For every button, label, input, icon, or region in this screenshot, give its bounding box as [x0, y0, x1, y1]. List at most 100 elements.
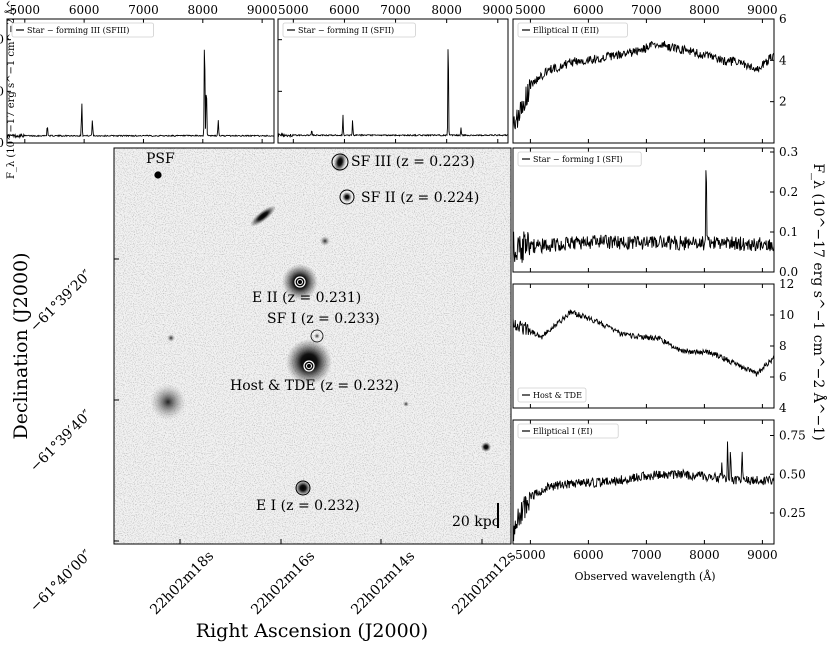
label-e1: E I (z = 0.232)	[256, 498, 360, 514]
spectrum-panel: 5000 6000 7000 8000 9000 0.25 0.50 0.75 Elliptic…	[512, 419, 806, 562]
faint-source	[320, 236, 330, 246]
aperture-sf3	[331, 153, 349, 171]
x-tick-label: 6000	[573, 548, 604, 562]
legend-label: Elliptical I (EI)	[533, 427, 593, 436]
galaxy-sf2	[342, 192, 352, 202]
aperture-e2	[294, 276, 306, 288]
aperture-e2-inner	[297, 279, 303, 285]
x-tick-label: 6000	[329, 3, 360, 17]
y-tick-label: 4	[779, 53, 787, 67]
spectrum-panel: 5000 6000 7000 8000 9000 0 10 20 Star − forming …	[0, 3, 277, 150]
y-tick-label: 20	[0, 33, 4, 47]
panel-frame	[6, 18, 275, 144]
x-tick-label: 9000	[747, 3, 778, 17]
image-ra-ticks: 22h02m18s 22h02m16s 22h02m14s 22h02m12s	[147, 539, 519, 618]
panel-frame	[512, 147, 775, 273]
ra-tick-label: 22h02m16s	[248, 548, 318, 618]
x-tick-label: 7000	[380, 3, 411, 17]
y-tick-label: 0.75	[779, 429, 806, 443]
x-tick-label: 9000	[483, 3, 514, 17]
y-tick-label: 6	[779, 370, 787, 384]
y-tick-label: 2	[779, 95, 787, 109]
x-tick-label: 7000	[631, 3, 662, 17]
y-tick-label: 12	[779, 277, 794, 291]
legend-label: Host & TDE	[533, 391, 582, 400]
y-tick-label: 0.2	[779, 185, 798, 199]
spectrum-line	[512, 309, 775, 377]
y-tick-label: 6	[779, 12, 787, 26]
panel-frame	[277, 18, 509, 144]
y-tick-label: 8	[779, 339, 787, 353]
y-tick-label: 10	[779, 308, 794, 322]
label-sf1: SF I (z = 0.233)	[267, 311, 380, 327]
spectrum-panel: 5000 6000 7000 8000 9000 Star − forming II (S…	[277, 3, 514, 144]
y-tick-label: 0.3	[779, 145, 798, 159]
x-tick-label: 7000	[631, 548, 662, 562]
spectrum-panel: 5000 6000 7000 8000 9000 2 4 6 Elliptical II (EI…	[512, 3, 787, 144]
dec-tick-label: −61°39′20″	[27, 267, 95, 335]
label-sf3: SF III (z = 0.223)	[351, 154, 475, 170]
x-tick-label: 7000	[128, 3, 159, 17]
galaxy-left	[150, 384, 186, 420]
y-tick-label: 0.25	[779, 506, 806, 520]
legend-box	[517, 423, 619, 439]
legend-label: Star − forming III (SFIII)	[27, 26, 129, 35]
aperture-sf2	[339, 189, 355, 205]
x-tick-label: 8000	[689, 548, 720, 562]
aperture-sf1	[310, 329, 324, 343]
legend-box	[517, 151, 642, 167]
x-tick-label: 5000	[515, 3, 546, 17]
label-e2: E II (z = 0.231)	[252, 290, 361, 306]
y-tick-label: 0.50	[779, 467, 806, 481]
x-tick-label: 8000	[431, 3, 462, 17]
x-tick-label: 9000	[247, 3, 278, 17]
spectrum-line	[6, 49, 275, 140]
spectrum-line	[512, 170, 775, 263]
faint-source	[167, 334, 175, 342]
x-tick-label: 5000	[515, 548, 546, 562]
faint-source	[403, 401, 409, 407]
label-sf2: SF II (z = 0.224)	[361, 190, 479, 206]
ra-tick-label: 22h02m18s	[147, 548, 217, 618]
legend-box	[517, 387, 587, 403]
galaxy-e1	[295, 480, 311, 496]
spectrum-panel: 4 6 8 10 12 Host & TDE	[512, 277, 794, 415]
image-panel: PSF SF III (z = 0.223) SF II (z = 0.224)…	[113, 147, 512, 545]
legend-box	[517, 22, 628, 38]
x-tick-label: 5000	[278, 3, 309, 17]
legend-label: Elliptical II (EII)	[533, 26, 599, 35]
galaxy-host	[286, 339, 332, 385]
y-tick-label: 10	[0, 84, 4, 98]
right-flux-label: F_λ (10^−17 erg s^−1 cm^−2 Å^−1)	[810, 163, 828, 440]
aperture-e1	[295, 480, 311, 496]
label-host: Host & TDE (z = 0.232)	[230, 378, 399, 394]
star-right	[481, 442, 491, 452]
scalebar-label: 20 kpc	[452, 514, 500, 530]
label-psf: PSF	[146, 151, 175, 167]
galaxy-sf3	[333, 152, 347, 172]
ra-tick-label: 22h02m14s	[348, 548, 418, 618]
y-tick-label: 4	[779, 401, 787, 415]
ra-tick-label: 22h02m12s	[449, 548, 519, 618]
x-tick-label: 6000	[573, 3, 604, 17]
dec-tick-label: −61°39′40″	[27, 407, 95, 475]
spectrum-line	[277, 49, 509, 138]
aperture-host-inner	[306, 363, 312, 369]
x-tick-label: 8000	[689, 3, 720, 17]
psf-star	[154, 171, 162, 179]
legend-label: Star − forming II (SFII)	[298, 26, 394, 35]
ra-axis-label: Right Ascension (J2000)	[196, 620, 428, 642]
image-dec-ticks: −61°39′20″ −61°39′40″ −61°40′00″	[27, 258, 119, 615]
x-tick-label: 6000	[69, 3, 100, 17]
legend-label: Star − forming I (SFI)	[533, 155, 623, 164]
wavelength-axis-label: Observed wavelength (Å)	[574, 569, 715, 583]
panel-frame	[512, 18, 775, 144]
dec-axis-label: Declination (J2000)	[10, 252, 32, 439]
dec-tick-label: −61°40′00″	[27, 547, 95, 615]
panel-frame	[512, 419, 775, 545]
y-tick-label: 0	[0, 136, 4, 150]
galaxy-spiral	[250, 205, 276, 227]
legend-box	[282, 22, 416, 38]
